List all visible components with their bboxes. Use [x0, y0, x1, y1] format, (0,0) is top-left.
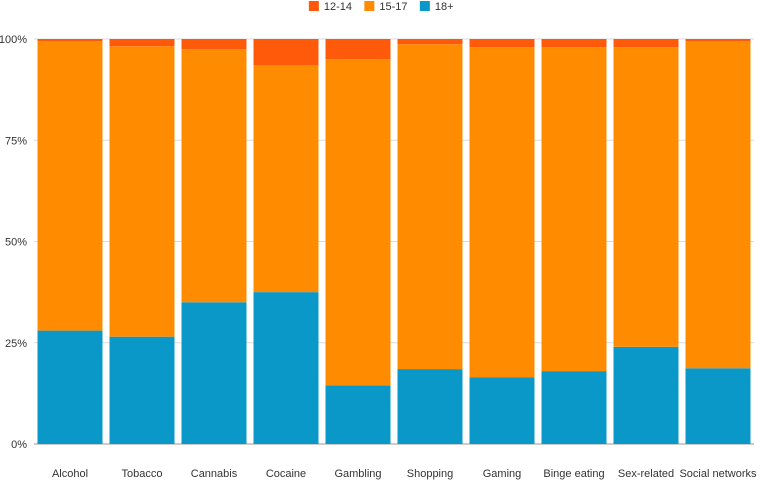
- bar-segment-18: [397, 369, 463, 444]
- bar-segment-15-17: [541, 47, 607, 372]
- legend-label: 18+: [435, 1, 454, 13]
- y-axis: 0% 25% 50% 75% 100%: [0, 34, 27, 451]
- legend-swatch: [364, 1, 375, 11]
- x-tick-label: Social networks: [679, 468, 757, 480]
- bar-group-cannabis: [181, 39, 247, 444]
- bar-group-sex-related: [613, 39, 679, 444]
- bar-segment-18: [181, 302, 247, 444]
- y-tick-label: 50%: [5, 237, 27, 249]
- bar-group-alcohol: [37, 39, 103, 444]
- bar-segment-15-17: [109, 46, 175, 337]
- bar-segment-18: [37, 330, 103, 444]
- bar-segment-18: [613, 346, 679, 444]
- x-tick-label: Cocaine: [266, 468, 306, 480]
- x-tick-label: Sex-related: [618, 468, 674, 480]
- bar-segment-15-17: [325, 59, 391, 386]
- bar-segment-15-17: [469, 47, 535, 378]
- bar-segment-18: [325, 385, 391, 444]
- legend-item-18: 18+: [419, 1, 454, 13]
- legend-item-12-14: 12-14: [308, 1, 352, 13]
- legend-label: 12-14: [324, 1, 352, 13]
- bar-segment-12-14: [469, 39, 535, 48]
- bar-group-cocaine: [253, 39, 319, 444]
- bar-segment-18: [469, 377, 535, 444]
- bar-group-tobacco: [109, 39, 175, 444]
- y-tick-label: 100%: [0, 34, 27, 46]
- x-tick-label: Shopping: [407, 468, 454, 480]
- bar-group-social-networks: [685, 39, 751, 444]
- bar-group-gambling: [325, 39, 391, 444]
- bar-segment-18: [541, 371, 607, 444]
- bar-segment-12-14: [37, 39, 103, 42]
- bar-segment-18: [685, 368, 751, 444]
- bar-group-shopping: [397, 39, 463, 444]
- y-tick-label: 0%: [11, 439, 27, 451]
- bar-group-gaming: [469, 39, 535, 444]
- bar-segment-15-17: [397, 44, 463, 370]
- bars: [37, 39, 751, 444]
- bar-segment-15-17: [253, 65, 319, 293]
- bar-segment-15-17: [37, 41, 103, 331]
- bar-segment-12-14: [325, 39, 391, 60]
- bar-segment-15-17: [613, 47, 679, 347]
- x-tick-label: Gambling: [334, 468, 381, 480]
- bar-segment-15-17: [181, 49, 247, 303]
- y-tick-label: 75%: [5, 135, 27, 147]
- bar-segment-18: [253, 292, 319, 444]
- bar-segment-12-14: [541, 39, 607, 48]
- x-axis: Alcohol Tobacco Cannabis Cocaine Gambling Sho…: [52, 468, 757, 480]
- bar-segment-12-14: [613, 39, 679, 48]
- bar-segment-15-17: [685, 41, 751, 369]
- y-tick-label: 25%: [5, 338, 27, 350]
- bar-segment-12-14: [181, 39, 247, 50]
- bar-segment-12-14: [109, 39, 175, 47]
- legend: 12-14 15-17 18+: [308, 1, 454, 13]
- x-tick-label: Binge eating: [543, 468, 604, 480]
- x-tick-label: Cannabis: [191, 468, 238, 480]
- x-tick-label: Tobacco: [122, 468, 163, 480]
- bar-group-binge-eating: [541, 39, 607, 444]
- bar-segment-12-14: [253, 39, 319, 66]
- legend-swatch: [308, 1, 319, 11]
- legend-label: 15-17: [379, 1, 407, 13]
- bar-segment-12-14: [397, 39, 463, 45]
- x-tick-label: Alcohol: [52, 468, 88, 480]
- legend-item-15-17: 15-17: [364, 1, 407, 13]
- x-tick-label: Gaming: [483, 468, 522, 480]
- bar-segment-12-14: [685, 39, 751, 42]
- bar-segment-18: [109, 336, 175, 444]
- legend-swatch: [419, 1, 430, 11]
